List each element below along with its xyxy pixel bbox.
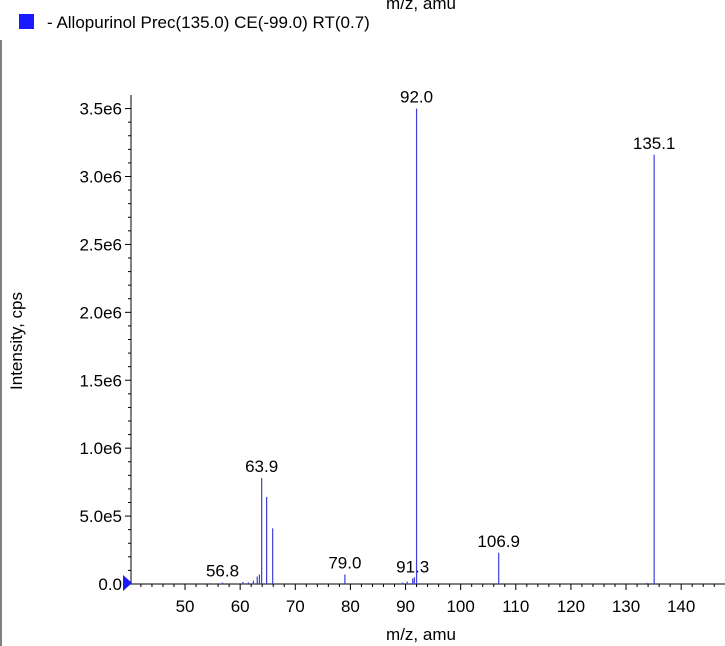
- x-tick-label: 70: [286, 597, 305, 616]
- x-tick-label: 90: [396, 597, 415, 616]
- x-tick-label: 130: [612, 597, 640, 616]
- top-axis-label-cut: m/z, amu: [386, 0, 456, 13]
- y-tick-label: 1.0e6: [79, 439, 122, 458]
- legend-swatch: [19, 14, 34, 29]
- x-tick-label: 140: [667, 597, 695, 616]
- peak-label: 135.1: [633, 134, 676, 153]
- peak-label: 63.9: [245, 457, 278, 476]
- y-tick-label: 2.5e6: [79, 235, 122, 254]
- x-tick-label: 60: [231, 597, 250, 616]
- x-tick-label: 100: [446, 597, 474, 616]
- peak-label: 92.0: [400, 88, 433, 107]
- y-axis-title: Intensity, cps: [7, 292, 26, 390]
- peak-label: 106.9: [477, 532, 520, 551]
- peak-label: 56.8: [206, 562, 239, 581]
- y-tick-label: 1.5e6: [79, 371, 122, 390]
- x-tick-label: 110: [502, 597, 529, 616]
- y-tick-label: 5.0e5: [79, 507, 122, 526]
- baseline-marker-icon: [123, 575, 132, 591]
- x-tick-label: 50: [176, 597, 195, 616]
- y-tick-label: 3.5e6: [79, 100, 122, 119]
- y-tick-label: 0.0: [98, 575, 122, 594]
- y-tick-label: 2.0e6: [79, 303, 122, 322]
- peak-label: 79.0: [328, 553, 361, 572]
- x-tick-label: 80: [341, 597, 360, 616]
- y-tick-label: 3.0e6: [79, 168, 122, 187]
- peak-label: 91.3: [396, 558, 429, 577]
- x-axis-title: m/z, amu: [386, 625, 456, 644]
- plot-area: 0.0 5.0e5 1.0e6 1.5e6 2.0e6 2.5e6 3.0e6 3.5e6 50…: [0, 40, 725, 646]
- x-tick-label: 120: [557, 597, 585, 616]
- legend-label: - Allopurinol Prec(135.0) CE(-99.0) RT(0…: [47, 13, 370, 32]
